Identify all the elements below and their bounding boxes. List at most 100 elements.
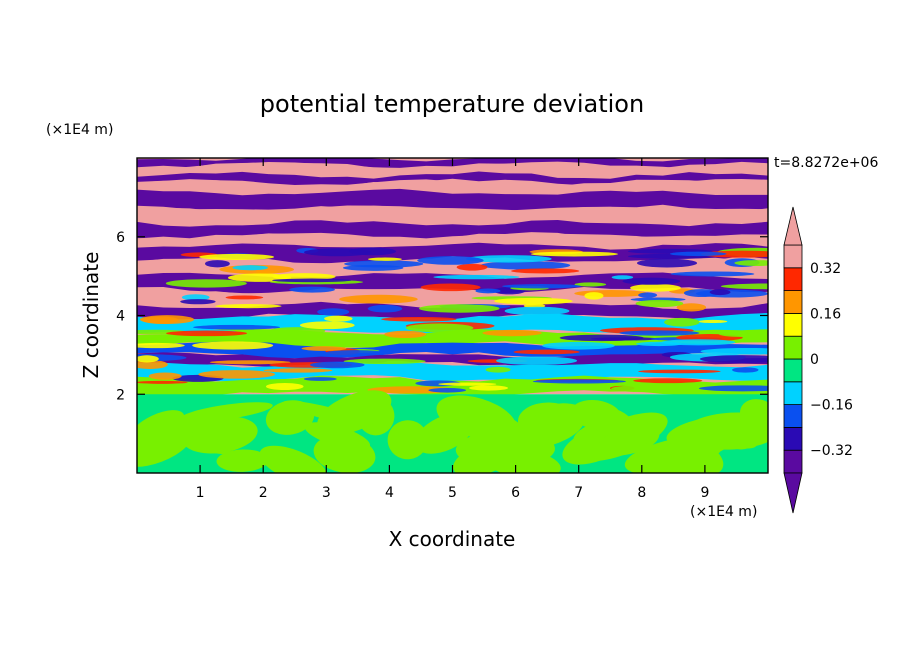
heatmap-field xyxy=(137,158,768,473)
field-streak xyxy=(664,317,700,327)
field-streak xyxy=(137,322,194,329)
field-streak xyxy=(559,334,644,342)
field-blob xyxy=(181,435,230,455)
x-tick-label: 3 xyxy=(322,485,331,501)
field-streak xyxy=(420,283,481,292)
field-streak xyxy=(698,319,728,324)
field-streak xyxy=(676,303,707,312)
field-streak xyxy=(635,299,684,308)
field-band xyxy=(137,232,768,250)
field-streak xyxy=(465,255,552,263)
field-band xyxy=(137,188,768,211)
field-streak xyxy=(198,370,276,379)
colorbar-swatch xyxy=(783,449,803,474)
field-streak xyxy=(699,355,768,364)
field-streak xyxy=(405,323,474,333)
field-streak xyxy=(619,330,700,336)
field-streak xyxy=(496,356,578,365)
colorbar-swatch xyxy=(783,267,803,291)
colorbar-tick-label: −0.32 xyxy=(810,443,853,459)
field-streak xyxy=(148,372,182,380)
field-streak xyxy=(635,341,682,347)
field-streak xyxy=(339,294,418,304)
field-blob xyxy=(455,430,555,469)
field-streak xyxy=(638,292,658,298)
field-streak xyxy=(532,379,626,384)
field-streak xyxy=(718,330,766,337)
colorbar-swatch xyxy=(783,381,803,405)
field-streak xyxy=(139,315,195,324)
field-blob xyxy=(304,422,371,450)
field-streak xyxy=(181,294,210,301)
field-streak xyxy=(513,349,580,355)
field-streak xyxy=(324,315,353,322)
colorbar-swatch xyxy=(783,290,803,314)
field-streak xyxy=(193,324,281,330)
field-blob xyxy=(598,425,655,454)
x-tick-label: 5 xyxy=(448,485,457,501)
field-band xyxy=(137,171,768,186)
field-streak xyxy=(344,260,424,268)
field-streak xyxy=(166,330,248,337)
field-streak xyxy=(137,380,188,384)
field-blob xyxy=(265,400,315,435)
field-streak xyxy=(361,326,397,332)
field-streak xyxy=(542,341,615,350)
field-streak xyxy=(263,368,333,373)
field-streak xyxy=(265,382,304,391)
field-streak xyxy=(343,358,426,365)
field-band xyxy=(137,256,768,279)
field-streak xyxy=(494,297,573,305)
y-tick-label: 2 xyxy=(116,387,125,403)
field-streak xyxy=(732,367,759,373)
field-streak xyxy=(475,288,501,294)
field-streak xyxy=(734,260,768,266)
field-blob xyxy=(216,449,269,472)
field-blob xyxy=(387,420,428,460)
field-streak xyxy=(317,308,350,316)
colorbar-swatch xyxy=(783,404,803,428)
field-streak xyxy=(433,274,520,280)
field-streak xyxy=(215,304,282,309)
field-band xyxy=(137,161,768,179)
y-tick-label: 4 xyxy=(116,309,125,325)
field-streak xyxy=(384,330,427,339)
field-streak xyxy=(367,304,403,313)
colorbar-swatch xyxy=(783,244,803,269)
field-streak xyxy=(303,377,337,381)
field-streak xyxy=(611,275,634,280)
field-streak xyxy=(622,277,681,285)
x-axis: 1 2 3 4 5 6 7 8 9 xyxy=(196,158,709,501)
field-streak xyxy=(700,347,768,355)
field-streak xyxy=(709,289,731,296)
field-streak xyxy=(209,360,291,365)
field-streak xyxy=(137,342,185,349)
colorbar-tick-label: −0.16 xyxy=(810,398,853,414)
field-streak xyxy=(574,282,607,287)
field-blob xyxy=(181,402,273,422)
field-streak xyxy=(428,387,467,393)
field-streak xyxy=(225,295,264,300)
field-streak xyxy=(299,321,355,330)
field-blob xyxy=(682,412,768,450)
field-streak xyxy=(165,279,247,288)
chart-title: potential temperature deviation xyxy=(260,90,644,118)
field-streak xyxy=(502,284,582,289)
field-streak xyxy=(418,304,500,313)
field-streak xyxy=(669,251,727,257)
field-streak xyxy=(638,369,721,374)
field-blob xyxy=(259,445,328,473)
field-streak xyxy=(268,327,326,335)
field-streak xyxy=(367,257,402,261)
field-streak xyxy=(301,346,347,351)
y-tick-label: 6 xyxy=(116,230,125,246)
x-axis-label: X coordinate xyxy=(389,527,516,551)
x-tick-label: 9 xyxy=(700,485,709,501)
field-streak xyxy=(456,263,488,271)
colorbar: 0.32 0.16 0 −0.16 −0.32 xyxy=(783,206,853,514)
field-streak xyxy=(272,278,352,283)
field-band xyxy=(137,242,768,264)
field-streak xyxy=(417,256,484,265)
field-streak xyxy=(485,366,511,373)
